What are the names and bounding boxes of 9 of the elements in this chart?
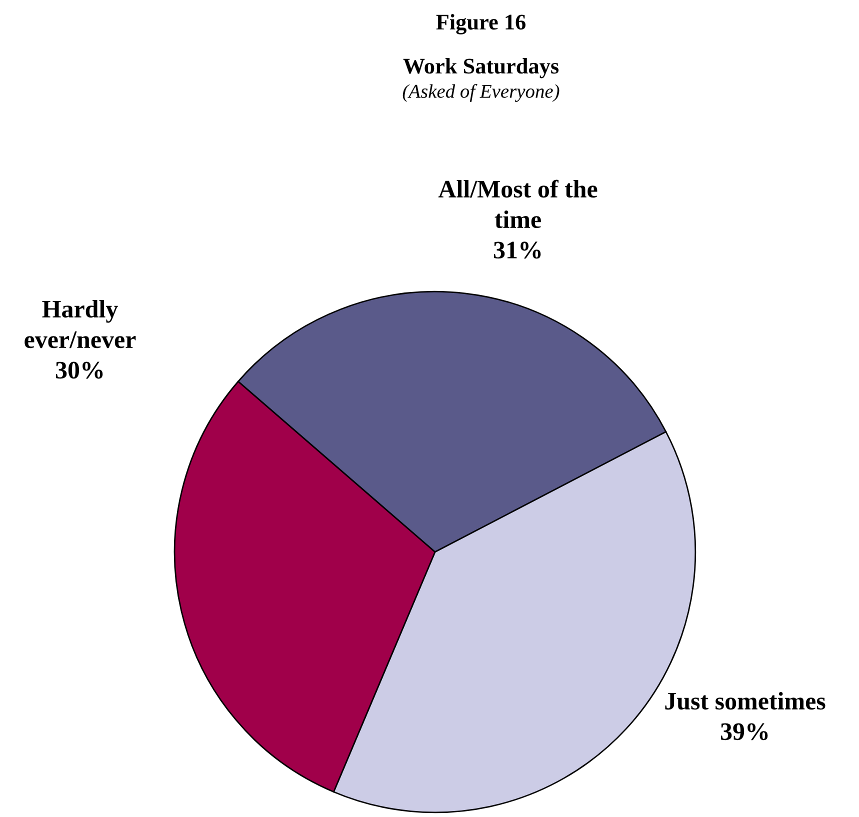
data-label: 30% — [56, 362, 103, 379]
slice-label: Just sometimes — [665, 692, 826, 710]
slice-label: Hardly ever/never — [24, 300, 136, 348]
data-label: 39% — [720, 723, 768, 740]
chart-title: Figure 16 — [436, 14, 526, 34]
text: (Asked of Everyone) — [402, 84, 560, 102]
slice-label: All/Most of the time — [438, 180, 598, 228]
chart-subtitle: Work Saturdays — [403, 58, 559, 78]
data-label: 31% — [494, 242, 541, 259]
